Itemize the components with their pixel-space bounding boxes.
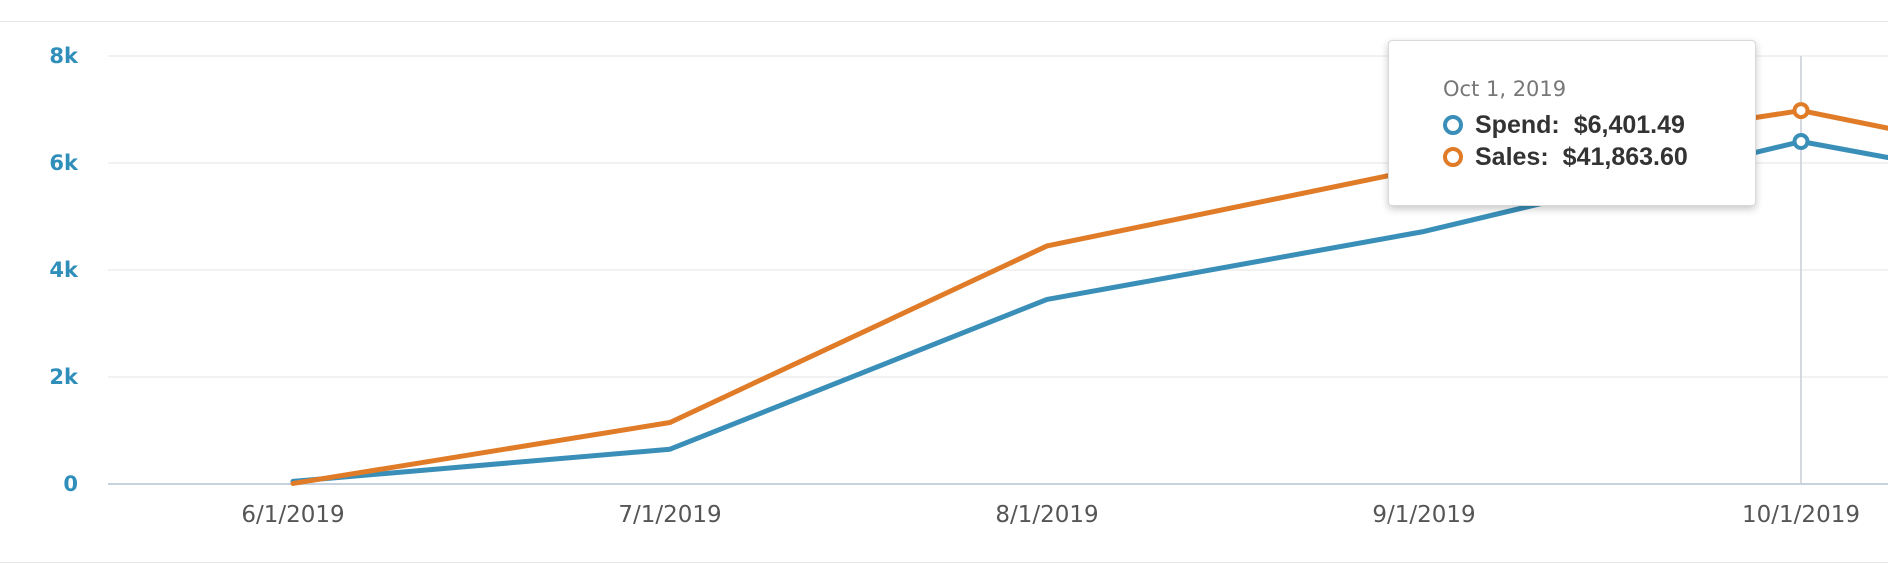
tooltip-series-value: $41,863.60 [1562, 142, 1688, 171]
y-tick-label: 4k [49, 258, 79, 282]
x-axis-ticks: 6/1/2019 7/1/2019 8/1/2019 9/1/2019 10/1/201… [241, 502, 1860, 528]
hover-point-spend[interactable] [1792, 133, 1810, 151]
spend-marker-icon [1443, 115, 1463, 135]
y-tick-label: 0 [63, 472, 78, 496]
tooltip-row-sales: Sales: $41,863.60 [1443, 143, 1688, 171]
hover-point-sales[interactable] [1792, 102, 1810, 120]
tooltip-date: Oct 1, 2019 [1443, 77, 1567, 101]
x-tick-label: 7/1/2019 [618, 502, 721, 528]
y-tick-label: 2k [49, 365, 79, 389]
y-tick-label: 8k [49, 44, 79, 68]
x-tick-label: 8/1/2019 [995, 502, 1098, 528]
top-divider [0, 21, 1888, 22]
series-lines [290, 108, 1888, 486]
tooltip-series-name: Spend: [1475, 110, 1560, 139]
series-line-sales[interactable] [290, 108, 1888, 486]
tooltip-row-spend: Spend: $6,401.49 [1443, 111, 1685, 139]
x-tick-label: 10/1/2019 [1742, 502, 1860, 528]
chart-tooltip: Oct 1, 2019 Spend: $6,401.49 Sales: $41,… [1388, 40, 1756, 206]
y-axis-ticks: 0 2k 4k 6k 8k [49, 44, 79, 496]
series-line-spend[interactable] [290, 139, 1888, 484]
y-tick-label: 6k [49, 151, 79, 175]
x-tick-label: 9/1/2019 [1372, 502, 1475, 528]
tooltip-series-value: $6,401.49 [1573, 110, 1685, 139]
x-tick-label: 6/1/2019 [241, 502, 344, 528]
tooltip-series-name: Sales: [1475, 142, 1549, 171]
bottom-divider [0, 562, 1888, 563]
sales-marker-icon [1443, 147, 1463, 167]
hover-markers [1792, 102, 1810, 151]
